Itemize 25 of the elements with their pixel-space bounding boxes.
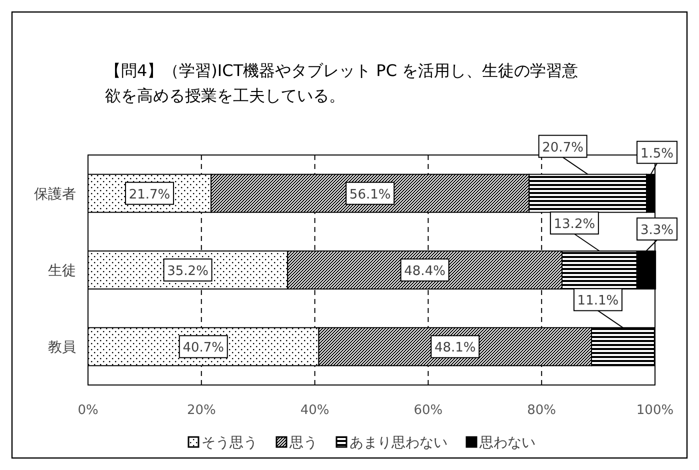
data-label: 3.3% — [640, 223, 674, 238]
data-label: 40.7% — [182, 340, 224, 356]
legend-label: あまり思わない — [350, 435, 448, 451]
x-tick-label: 60% — [414, 403, 443, 418]
y-tick-label: 生徒 — [48, 263, 76, 279]
data-label: 20.7% — [542, 140, 584, 156]
data-label: 11.1% — [577, 294, 619, 309]
y-tick-label: 教員 — [48, 340, 76, 356]
x-tick-label: 0% — [78, 403, 98, 418]
data-label: 13.2% — [554, 217, 596, 232]
legend-label: そう思う — [202, 435, 258, 451]
data-label: 56.1% — [349, 187, 391, 202]
data-label: 21.7% — [128, 187, 170, 202]
chart-title: 【問4】（学習)ICT機器やタブレット PC を活用し、生徒の学習意欲を高める授業を工夫している。 — [105, 61, 578, 105]
y-tick-label: 保護者 — [34, 186, 76, 202]
data-label: 1.5% — [640, 146, 674, 162]
x-tick-label: 100% — [636, 403, 674, 418]
legend-label: 思わない — [478, 435, 536, 451]
data-label: 48.1% — [434, 340, 476, 356]
x-tick-label: 20% — [186, 403, 216, 418]
data-label: 48.4% — [404, 264, 446, 279]
data-label: 35.2% — [167, 264, 208, 279]
x-tick-label: 80% — [527, 403, 556, 418]
legend-label: 思う — [288, 435, 318, 451]
x-tick-label: 40% — [300, 403, 330, 418]
